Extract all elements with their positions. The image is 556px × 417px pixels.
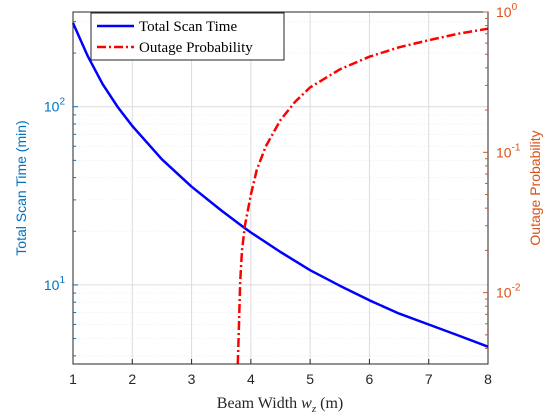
x-tick-label: 3 (188, 371, 196, 387)
x-tick-label: 7 (425, 371, 433, 387)
x-axis-label-var: w (301, 395, 312, 412)
plot-area (73, 12, 488, 364)
x-axis-label: Beam Width wz (m) (217, 395, 343, 415)
left-axis-label: Total Scan Time (min) (13, 120, 29, 255)
right-tick-label: 10-2 (496, 283, 521, 301)
left-tick-label: 102 (44, 97, 66, 115)
legend: Total Scan Time Outage Probability (90, 12, 285, 61)
x-tick-label: 5 (306, 371, 314, 387)
x-tick-label: 4 (247, 371, 255, 387)
right-axis-ticks: 10-2 10-1 100 (483, 2, 521, 349)
series-layer (71, 22, 489, 365)
right-tick-label: 100 (496, 2, 518, 20)
right-axis-label: Outage Probability (527, 130, 543, 245)
x-axis-label-sub: z (311, 403, 317, 415)
legend-label-outage-probability: Outage Probability (139, 40, 253, 56)
left-tick-label: 101 (44, 275, 66, 293)
x-axis-label-unit: (m) (316, 395, 343, 412)
series-line-outage-probability (236, 27, 489, 365)
legend-label-total-scan-time: Total Scan Time (139, 19, 237, 35)
x-tick-label: 8 (484, 371, 492, 387)
x-axis-ticks: 1 2 3 4 5 6 7 8 (69, 359, 492, 387)
x-tick-label: 6 (366, 371, 374, 387)
x-axis-label-main: Beam Width (217, 395, 301, 412)
x-tick-label: 1 (69, 371, 77, 387)
x-tick-label: 2 (128, 371, 136, 387)
legend-box (90, 12, 285, 61)
left-axis-ticks: 101 102 (44, 21, 78, 357)
right-tick-label: 10-1 (496, 142, 521, 160)
minor-grid (73, 21, 488, 357)
series-line-total-scan-time (71, 22, 489, 348)
plot-frame (72, 11, 489, 365)
